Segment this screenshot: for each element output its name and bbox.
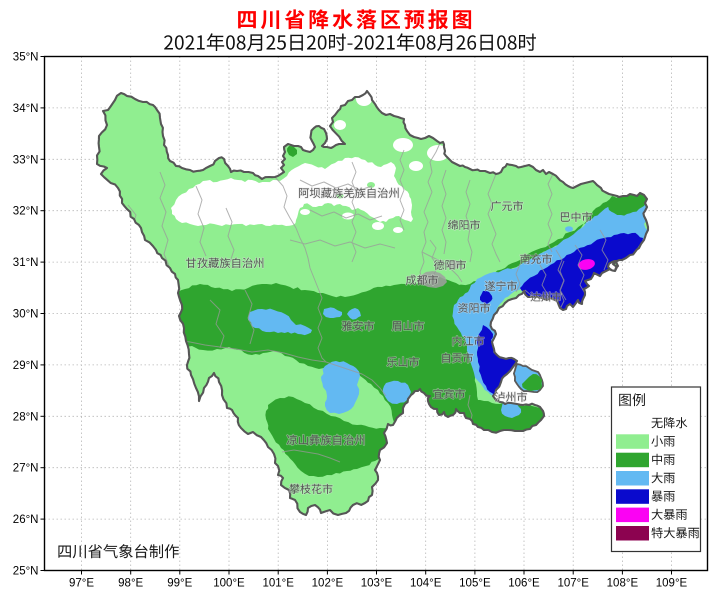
svg-text:108°E: 108°E: [607, 578, 639, 590]
svg-text:103°E: 103°E: [361, 578, 393, 590]
svg-text:29°N: 29°N: [13, 360, 39, 372]
svg-text:26°N: 26°N: [13, 514, 39, 526]
svg-text:104°E: 104°E: [410, 578, 442, 590]
svg-text:27°N: 27°N: [13, 463, 39, 475]
svg-text:101°E: 101°E: [262, 578, 294, 590]
svg-text:102°E: 102°E: [312, 578, 344, 590]
svg-text:106°E: 106°E: [508, 578, 540, 590]
svg-text:105°E: 105°E: [459, 578, 491, 590]
svg-text:34°N: 34°N: [13, 103, 39, 115]
svg-text:98°E: 98°E: [118, 578, 143, 590]
svg-text:32°N: 32°N: [13, 206, 39, 218]
svg-text:99°E: 99°E: [167, 578, 192, 590]
svg-text:107°E: 107°E: [557, 578, 589, 590]
svg-text:28°N: 28°N: [13, 411, 39, 423]
svg-text:109°E: 109°E: [656, 578, 688, 590]
svg-text:97°E: 97°E: [69, 578, 94, 590]
svg-text:33°N: 33°N: [13, 154, 39, 166]
svg-text:30°N: 30°N: [13, 309, 39, 321]
svg-text:100°E: 100°E: [213, 578, 245, 590]
svg-text:35°N: 35°N: [13, 52, 39, 64]
svg-text:31°N: 31°N: [13, 257, 39, 269]
svg-text:25°N: 25°N: [13, 566, 39, 578]
